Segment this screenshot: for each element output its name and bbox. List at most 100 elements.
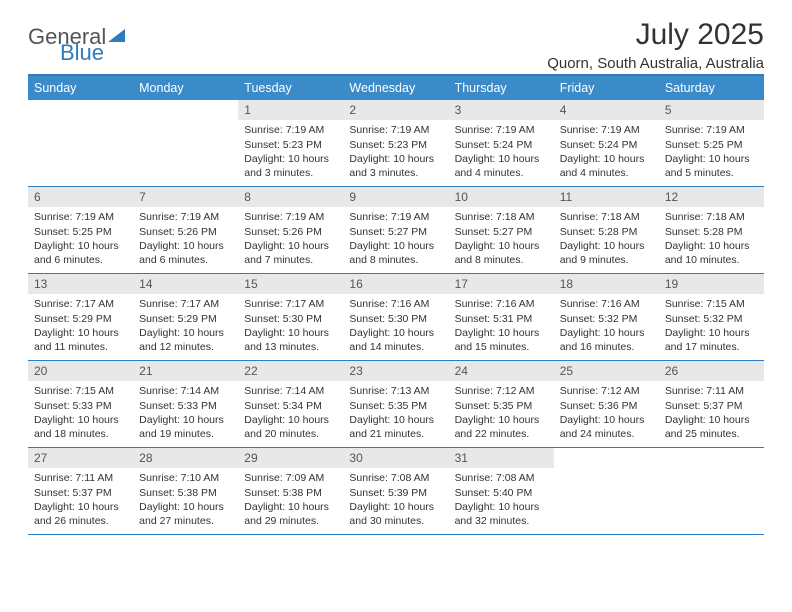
day-details: Sunrise: 7:18 AMSunset: 5:28 PMDaylight:… bbox=[554, 207, 659, 271]
day-number: 26 bbox=[659, 361, 764, 381]
calendar-cell: 25Sunrise: 7:12 AMSunset: 5:36 PMDayligh… bbox=[554, 361, 659, 448]
day-number: 12 bbox=[659, 187, 764, 207]
day-details: Sunrise: 7:19 AMSunset: 5:23 PMDaylight:… bbox=[343, 120, 448, 184]
day-number: 6 bbox=[28, 187, 133, 207]
day-details: Sunrise: 7:14 AMSunset: 5:34 PMDaylight:… bbox=[238, 381, 343, 445]
calendar-cell: 15Sunrise: 7:17 AMSunset: 5:30 PMDayligh… bbox=[238, 274, 343, 361]
day-number: 13 bbox=[28, 274, 133, 294]
day-details: Sunrise: 7:17 AMSunset: 5:29 PMDaylight:… bbox=[133, 294, 238, 358]
day-number: 2 bbox=[343, 100, 448, 120]
day-number: 29 bbox=[238, 448, 343, 468]
day-number: 16 bbox=[343, 274, 448, 294]
calendar-cell: 28Sunrise: 7:10 AMSunset: 5:38 PMDayligh… bbox=[133, 448, 238, 535]
calendar-table: Sunday Monday Tuesday Wednesday Thursday… bbox=[28, 74, 764, 535]
day-details: Sunrise: 7:19 AMSunset: 5:26 PMDaylight:… bbox=[238, 207, 343, 271]
calendar-cell: 19Sunrise: 7:15 AMSunset: 5:32 PMDayligh… bbox=[659, 274, 764, 361]
calendar-week-row: 6Sunrise: 7:19 AMSunset: 5:25 PMDaylight… bbox=[28, 187, 764, 274]
day-number: 28 bbox=[133, 448, 238, 468]
day-details: Sunrise: 7:09 AMSunset: 5:38 PMDaylight:… bbox=[238, 468, 343, 532]
calendar-cell: 5Sunrise: 7:19 AMSunset: 5:25 PMDaylight… bbox=[659, 100, 764, 187]
day-number: 31 bbox=[449, 448, 554, 468]
calendar-week-row: 1Sunrise: 7:19 AMSunset: 5:23 PMDaylight… bbox=[28, 100, 764, 187]
day-number: 24 bbox=[449, 361, 554, 381]
day-number: 25 bbox=[554, 361, 659, 381]
day-number: 5 bbox=[659, 100, 764, 120]
day-number: 18 bbox=[554, 274, 659, 294]
day-details: Sunrise: 7:19 AMSunset: 5:24 PMDaylight:… bbox=[449, 120, 554, 184]
calendar-cell: 12Sunrise: 7:18 AMSunset: 5:28 PMDayligh… bbox=[659, 187, 764, 274]
day-number: 9 bbox=[343, 187, 448, 207]
day-details: Sunrise: 7:14 AMSunset: 5:33 PMDaylight:… bbox=[133, 381, 238, 445]
calendar-cell: 9Sunrise: 7:19 AMSunset: 5:27 PMDaylight… bbox=[343, 187, 448, 274]
calendar-cell: 6Sunrise: 7:19 AMSunset: 5:25 PMDaylight… bbox=[28, 187, 133, 274]
day-number: 22 bbox=[238, 361, 343, 381]
calendar-cell: 13Sunrise: 7:17 AMSunset: 5:29 PMDayligh… bbox=[28, 274, 133, 361]
day-details: Sunrise: 7:13 AMSunset: 5:35 PMDaylight:… bbox=[343, 381, 448, 445]
weekday-header-row: Sunday Monday Tuesday Wednesday Thursday… bbox=[28, 75, 764, 100]
calendar-cell: 21Sunrise: 7:14 AMSunset: 5:33 PMDayligh… bbox=[133, 361, 238, 448]
weekday-header: Thursday bbox=[449, 75, 554, 100]
calendar-cell: 7Sunrise: 7:19 AMSunset: 5:26 PMDaylight… bbox=[133, 187, 238, 274]
day-details: Sunrise: 7:19 AMSunset: 5:25 PMDaylight:… bbox=[28, 207, 133, 271]
calendar-week-row: 20Sunrise: 7:15 AMSunset: 5:33 PMDayligh… bbox=[28, 361, 764, 448]
day-number: 27 bbox=[28, 448, 133, 468]
day-number: 3 bbox=[449, 100, 554, 120]
day-details: Sunrise: 7:15 AMSunset: 5:33 PMDaylight:… bbox=[28, 381, 133, 445]
weekday-header: Wednesday bbox=[343, 75, 448, 100]
day-details: Sunrise: 7:19 AMSunset: 5:23 PMDaylight:… bbox=[238, 120, 343, 184]
weekday-header: Friday bbox=[554, 75, 659, 100]
day-details: Sunrise: 7:16 AMSunset: 5:31 PMDaylight:… bbox=[449, 294, 554, 358]
day-number: 19 bbox=[659, 274, 764, 294]
day-number: 30 bbox=[343, 448, 448, 468]
calendar-cell: 30Sunrise: 7:08 AMSunset: 5:39 PMDayligh… bbox=[343, 448, 448, 535]
calendar-cell: 1Sunrise: 7:19 AMSunset: 5:23 PMDaylight… bbox=[238, 100, 343, 187]
day-details: Sunrise: 7:08 AMSunset: 5:40 PMDaylight:… bbox=[449, 468, 554, 532]
calendar-cell: 11Sunrise: 7:18 AMSunset: 5:28 PMDayligh… bbox=[554, 187, 659, 274]
day-number: 11 bbox=[554, 187, 659, 207]
calendar-cell: 24Sunrise: 7:12 AMSunset: 5:35 PMDayligh… bbox=[449, 361, 554, 448]
day-details: Sunrise: 7:16 AMSunset: 5:32 PMDaylight:… bbox=[554, 294, 659, 358]
calendar-cell: 4Sunrise: 7:19 AMSunset: 5:24 PMDaylight… bbox=[554, 100, 659, 187]
day-details: Sunrise: 7:12 AMSunset: 5:35 PMDaylight:… bbox=[449, 381, 554, 445]
calendar-cell bbox=[659, 448, 764, 535]
day-details: Sunrise: 7:19 AMSunset: 5:25 PMDaylight:… bbox=[659, 120, 764, 184]
calendar-cell: 29Sunrise: 7:09 AMSunset: 5:38 PMDayligh… bbox=[238, 448, 343, 535]
weekday-header: Sunday bbox=[28, 75, 133, 100]
logo-text-blue: Blue bbox=[60, 40, 104, 65]
day-number: 17 bbox=[449, 274, 554, 294]
calendar-cell: 16Sunrise: 7:16 AMSunset: 5:30 PMDayligh… bbox=[343, 274, 448, 361]
day-number: 20 bbox=[28, 361, 133, 381]
weekday-header: Monday bbox=[133, 75, 238, 100]
weekday-header: Saturday bbox=[659, 75, 764, 100]
calendar-cell: 20Sunrise: 7:15 AMSunset: 5:33 PMDayligh… bbox=[28, 361, 133, 448]
calendar-week-row: 13Sunrise: 7:17 AMSunset: 5:29 PMDayligh… bbox=[28, 274, 764, 361]
day-details: Sunrise: 7:17 AMSunset: 5:29 PMDaylight:… bbox=[28, 294, 133, 358]
day-details: Sunrise: 7:08 AMSunset: 5:39 PMDaylight:… bbox=[343, 468, 448, 532]
day-details: Sunrise: 7:16 AMSunset: 5:30 PMDaylight:… bbox=[343, 294, 448, 358]
day-details: Sunrise: 7:19 AMSunset: 5:26 PMDaylight:… bbox=[133, 207, 238, 271]
calendar-cell: 8Sunrise: 7:19 AMSunset: 5:26 PMDaylight… bbox=[238, 187, 343, 274]
day-number: 10 bbox=[449, 187, 554, 207]
calendar-cell: 22Sunrise: 7:14 AMSunset: 5:34 PMDayligh… bbox=[238, 361, 343, 448]
calendar-cell: 27Sunrise: 7:11 AMSunset: 5:37 PMDayligh… bbox=[28, 448, 133, 535]
day-details: Sunrise: 7:12 AMSunset: 5:36 PMDaylight:… bbox=[554, 381, 659, 445]
day-number: 7 bbox=[133, 187, 238, 207]
day-details: Sunrise: 7:11 AMSunset: 5:37 PMDaylight:… bbox=[28, 468, 133, 532]
day-details: Sunrise: 7:19 AMSunset: 5:24 PMDaylight:… bbox=[554, 120, 659, 184]
day-number: 21 bbox=[133, 361, 238, 381]
calendar-cell bbox=[28, 100, 133, 187]
calendar-cell: 3Sunrise: 7:19 AMSunset: 5:24 PMDaylight… bbox=[449, 100, 554, 187]
calendar-cell: 31Sunrise: 7:08 AMSunset: 5:40 PMDayligh… bbox=[449, 448, 554, 535]
calendar-cell: 18Sunrise: 7:16 AMSunset: 5:32 PMDayligh… bbox=[554, 274, 659, 361]
day-details: Sunrise: 7:17 AMSunset: 5:30 PMDaylight:… bbox=[238, 294, 343, 358]
calendar-cell: 14Sunrise: 7:17 AMSunset: 5:29 PMDayligh… bbox=[133, 274, 238, 361]
day-details: Sunrise: 7:10 AMSunset: 5:38 PMDaylight:… bbox=[133, 468, 238, 532]
day-details: Sunrise: 7:11 AMSunset: 5:37 PMDaylight:… bbox=[659, 381, 764, 445]
day-details: Sunrise: 7:18 AMSunset: 5:28 PMDaylight:… bbox=[659, 207, 764, 271]
calendar-cell bbox=[133, 100, 238, 187]
weekday-header: Tuesday bbox=[238, 75, 343, 100]
calendar-cell: 17Sunrise: 7:16 AMSunset: 5:31 PMDayligh… bbox=[449, 274, 554, 361]
day-number: 14 bbox=[133, 274, 238, 294]
calendar-cell: 2Sunrise: 7:19 AMSunset: 5:23 PMDaylight… bbox=[343, 100, 448, 187]
day-details: Sunrise: 7:15 AMSunset: 5:32 PMDaylight:… bbox=[659, 294, 764, 358]
